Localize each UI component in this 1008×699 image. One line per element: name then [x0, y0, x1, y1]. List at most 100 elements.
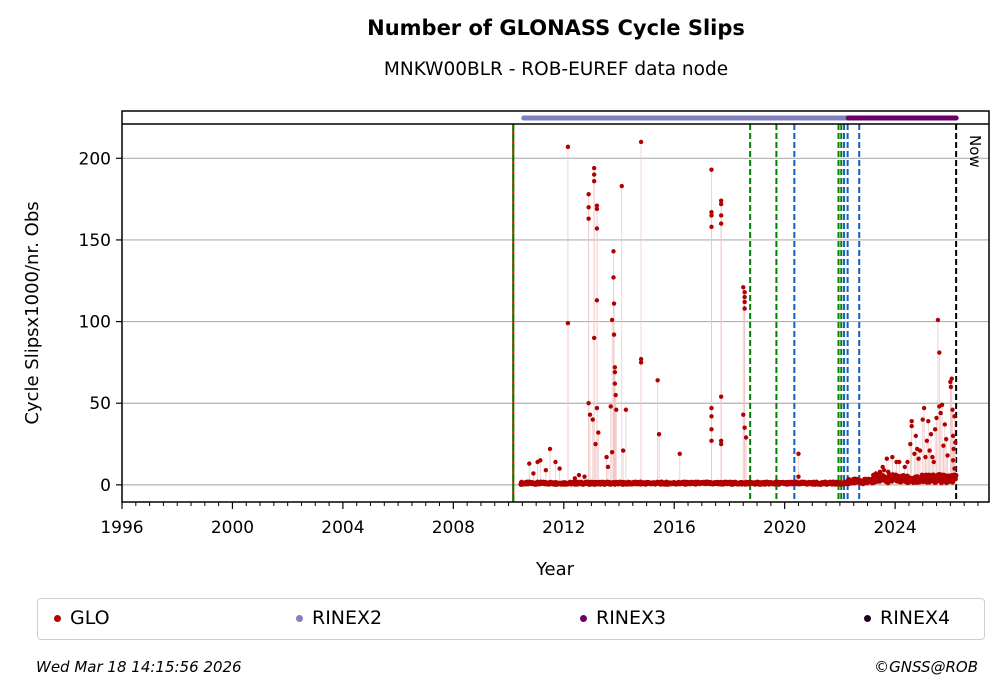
data-point — [942, 422, 948, 427]
legend-label-rinex4: RINEX4 — [880, 607, 951, 629]
legend-marker-rinex2 — [296, 614, 303, 622]
x-tick-label: 1996 — [100, 518, 143, 538]
data-point — [945, 453, 950, 458]
data-point — [927, 448, 932, 453]
data-point — [531, 471, 536, 476]
data-point — [908, 441, 913, 447]
data-point — [591, 165, 597, 171]
data-point — [873, 471, 878, 476]
data-point — [917, 448, 923, 453]
now-label: Now — [966, 135, 984, 168]
legend: GLO RINEX2 RINEX3 RINEX4 — [37, 598, 985, 640]
data-point — [638, 360, 644, 365]
data-point — [951, 446, 956, 452]
data-point — [614, 407, 619, 412]
data-point — [718, 438, 724, 443]
x-tick-label: 2020 — [763, 518, 806, 538]
data-point — [916, 456, 921, 461]
data-point — [928, 432, 934, 437]
x-tick-label: 2024 — [873, 518, 916, 538]
data-point — [677, 451, 682, 457]
data-point — [709, 427, 714, 432]
plot-frame — [121, 110, 990, 503]
data-point — [612, 381, 618, 386]
chart-title: Number of GLONASS Cycle Slips — [367, 16, 745, 40]
data-point — [920, 417, 925, 422]
data-point — [591, 335, 597, 341]
data-point — [881, 467, 887, 473]
legend-marker-rinex3 — [580, 614, 587, 622]
data-point — [709, 209, 714, 215]
data-point — [742, 425, 747, 430]
data-point — [937, 350, 942, 355]
data-point — [594, 226, 600, 231]
data-point — [594, 203, 600, 208]
data-point — [949, 376, 954, 381]
data-point — [913, 433, 919, 439]
axes-layer: 0 50 100 150 200 1996 2000 2004 2008 2012 2016 2020… — [79, 110, 990, 538]
data-point — [924, 438, 930, 443]
copyright: ©GNSS@ROB — [874, 658, 978, 676]
data-point — [742, 294, 747, 300]
data-point — [909, 423, 914, 429]
x-axis-label: Year — [535, 559, 575, 580]
legend-label-rinex3: RINEX3 — [596, 607, 667, 629]
data-point — [527, 461, 532, 466]
data-point — [586, 192, 591, 197]
legend-marker-glo — [54, 614, 61, 622]
data-point — [709, 405, 714, 411]
data-point — [612, 369, 618, 375]
stems-layer — [528, 141, 956, 485]
data-point — [718, 394, 724, 399]
data-point — [944, 436, 949, 442]
data-point — [638, 139, 644, 145]
data-point — [741, 285, 746, 290]
data-point — [611, 275, 616, 280]
data-point — [718, 441, 724, 447]
data-point — [952, 466, 957, 471]
y-tick-label: 0 — [100, 476, 111, 496]
data-point — [897, 459, 902, 465]
x-tick-label: 2012 — [542, 518, 585, 538]
data-point — [935, 317, 941, 323]
data-point — [709, 438, 714, 443]
data-point — [905, 459, 910, 465]
data-point — [718, 213, 724, 218]
data-point — [952, 414, 957, 419]
data-point — [593, 441, 598, 447]
data-point — [608, 404, 613, 409]
data-point — [576, 472, 582, 478]
data-point — [950, 433, 956, 439]
data-point — [912, 451, 917, 457]
chart-subtitle: MNKW00BLR - ROB-EUREF data node — [383, 59, 729, 80]
x-tick-label: 2008 — [432, 518, 475, 538]
data-point — [594, 405, 600, 411]
data-point — [596, 430, 601, 435]
data-point — [594, 206, 600, 212]
x-tick-label: 2000 — [211, 518, 254, 538]
data-point — [709, 224, 714, 230]
data-point — [902, 464, 907, 470]
data-point — [741, 412, 746, 417]
data-point — [938, 410, 943, 416]
data-point — [612, 365, 618, 370]
data-point — [553, 459, 558, 465]
data-point — [796, 474, 801, 479]
data-point — [709, 213, 714, 218]
data-point — [890, 454, 895, 460]
points-layer — [518, 139, 959, 487]
data-point — [718, 221, 724, 226]
data-point — [623, 407, 629, 412]
data-point — [941, 443, 946, 448]
data-point — [611, 249, 616, 254]
data-point — [655, 378, 660, 383]
data-point — [591, 178, 597, 184]
data-point — [586, 401, 591, 406]
legend-marker-rinex4 — [864, 614, 871, 622]
data-point — [950, 458, 956, 463]
data-point — [620, 448, 626, 453]
y-tick-label: 150 — [79, 231, 111, 251]
legend-item-rinex2: RINEX2 — [296, 607, 382, 629]
data-point — [613, 392, 618, 398]
